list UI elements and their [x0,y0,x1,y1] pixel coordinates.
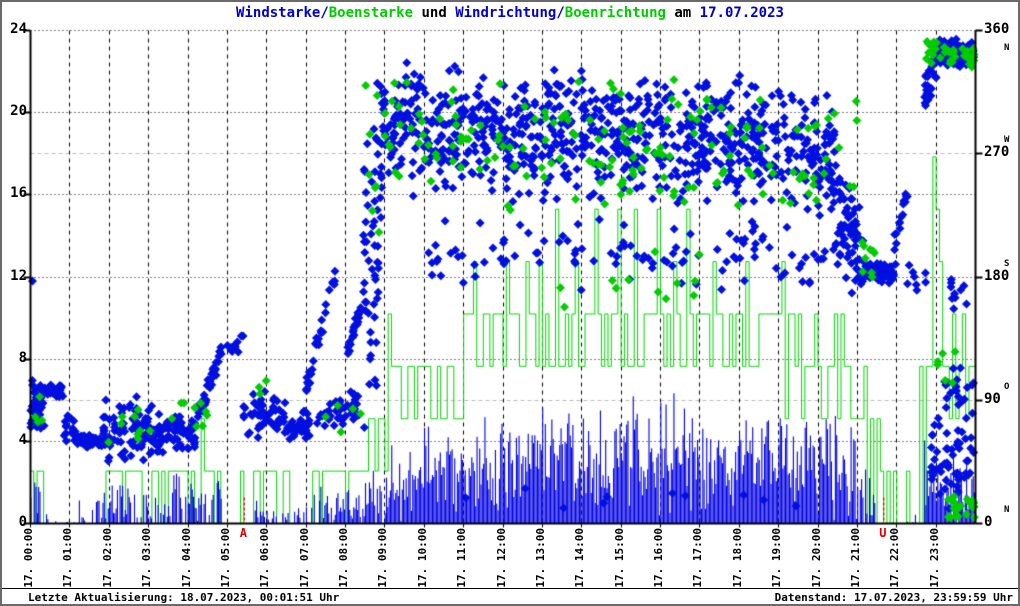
x-tick-label: 17. 20:00 [809,528,823,588]
x-tick-label: 17. 13:00 [533,528,547,588]
x-tick-label: 17. 04:00 [179,528,193,588]
wind-direction-letter: N [1004,505,1010,515]
x-tick-label: 17. 21:00 [848,528,862,588]
x-tick-label: 17. 18:00 [730,528,744,588]
y-left-tick-label: 20 [10,103,27,120]
last-update-text: Letzte Aktualisierung: 18.07.2023, 00:01… [28,591,340,604]
x-tick-label: 17. 03:00 [140,528,154,588]
wind-direction-letter: O [1004,381,1010,392]
title-segment: Windstarke/ [236,5,329,21]
title-segment: Windrichtung/ [455,5,565,21]
x-tick-label: 17. 22:00 [888,528,902,588]
x-tick-label: 17. 11:00 [455,528,469,588]
title-segment: Boenrichtung [564,5,666,21]
x-tick-label: 17. 09:00 [376,528,390,588]
y-left-tick-label: 0 [18,514,27,530]
y-left-tick-label: 8 [18,349,27,366]
title-segment: Boenstarke [328,5,414,21]
chart-title: Windstarke/Boenstarke und Windrichtung/B… [2,5,1018,21]
x-tick-label: 17. 19:00 [770,528,784,588]
y-right-tick-label: 90 [984,390,1001,407]
x-tick-label: 17. 07:00 [297,528,311,588]
x-tick-label: 17. 23:00 [927,528,941,588]
sunset-marker-label: U [879,526,887,540]
x-tick-label: 17. 00:00 [22,528,35,588]
x-tick-label: 17. 14:00 [573,528,587,588]
x-tick-label: 17. 02:00 [100,528,114,588]
y-right-tick-label: 0 [984,514,993,530]
wind-direction-letter: S [1004,258,1010,269]
y-left-tick-label: 12 [10,267,27,284]
x-tick-label: 17. 06:00 [258,528,272,588]
y-right-tick-label: 180 [984,267,1010,284]
sunrise-marker-label: A [239,526,248,540]
x-tick-label: 17. 15:00 [612,528,626,588]
x-tick-label: 17. 12:00 [494,528,508,588]
y-right-tick-label: 270 [984,144,1010,161]
y-left-tick-label: 4 [18,431,27,448]
title-segment: 17.07.2023 [699,5,784,21]
data-timestamp-text: Datenstand: 17.07.2023, 23:59:59 Uhr [774,591,1013,604]
wind-direction-letter: N [1004,43,1010,53]
y-right-tick-label: 360 [984,21,1010,37]
x-tick-label: 17. 16:00 [652,528,665,588]
wind-direction-letter: W [1004,135,1010,146]
footer-divider [2,588,1018,589]
x-tick-label: 17. 08:00 [337,528,350,588]
title-segment: am [665,5,700,21]
x-tick-label: 17. 10:00 [415,528,429,588]
y-left-tick-label: 16 [10,185,27,202]
y-left-tick-label: 24 [10,21,27,37]
x-tick-label: 17. 17:00 [691,528,705,588]
x-tick-label: 17. 05:00 [218,528,232,588]
title-segment: und [413,5,456,21]
x-tick-label: 17. 01:00 [61,528,75,588]
